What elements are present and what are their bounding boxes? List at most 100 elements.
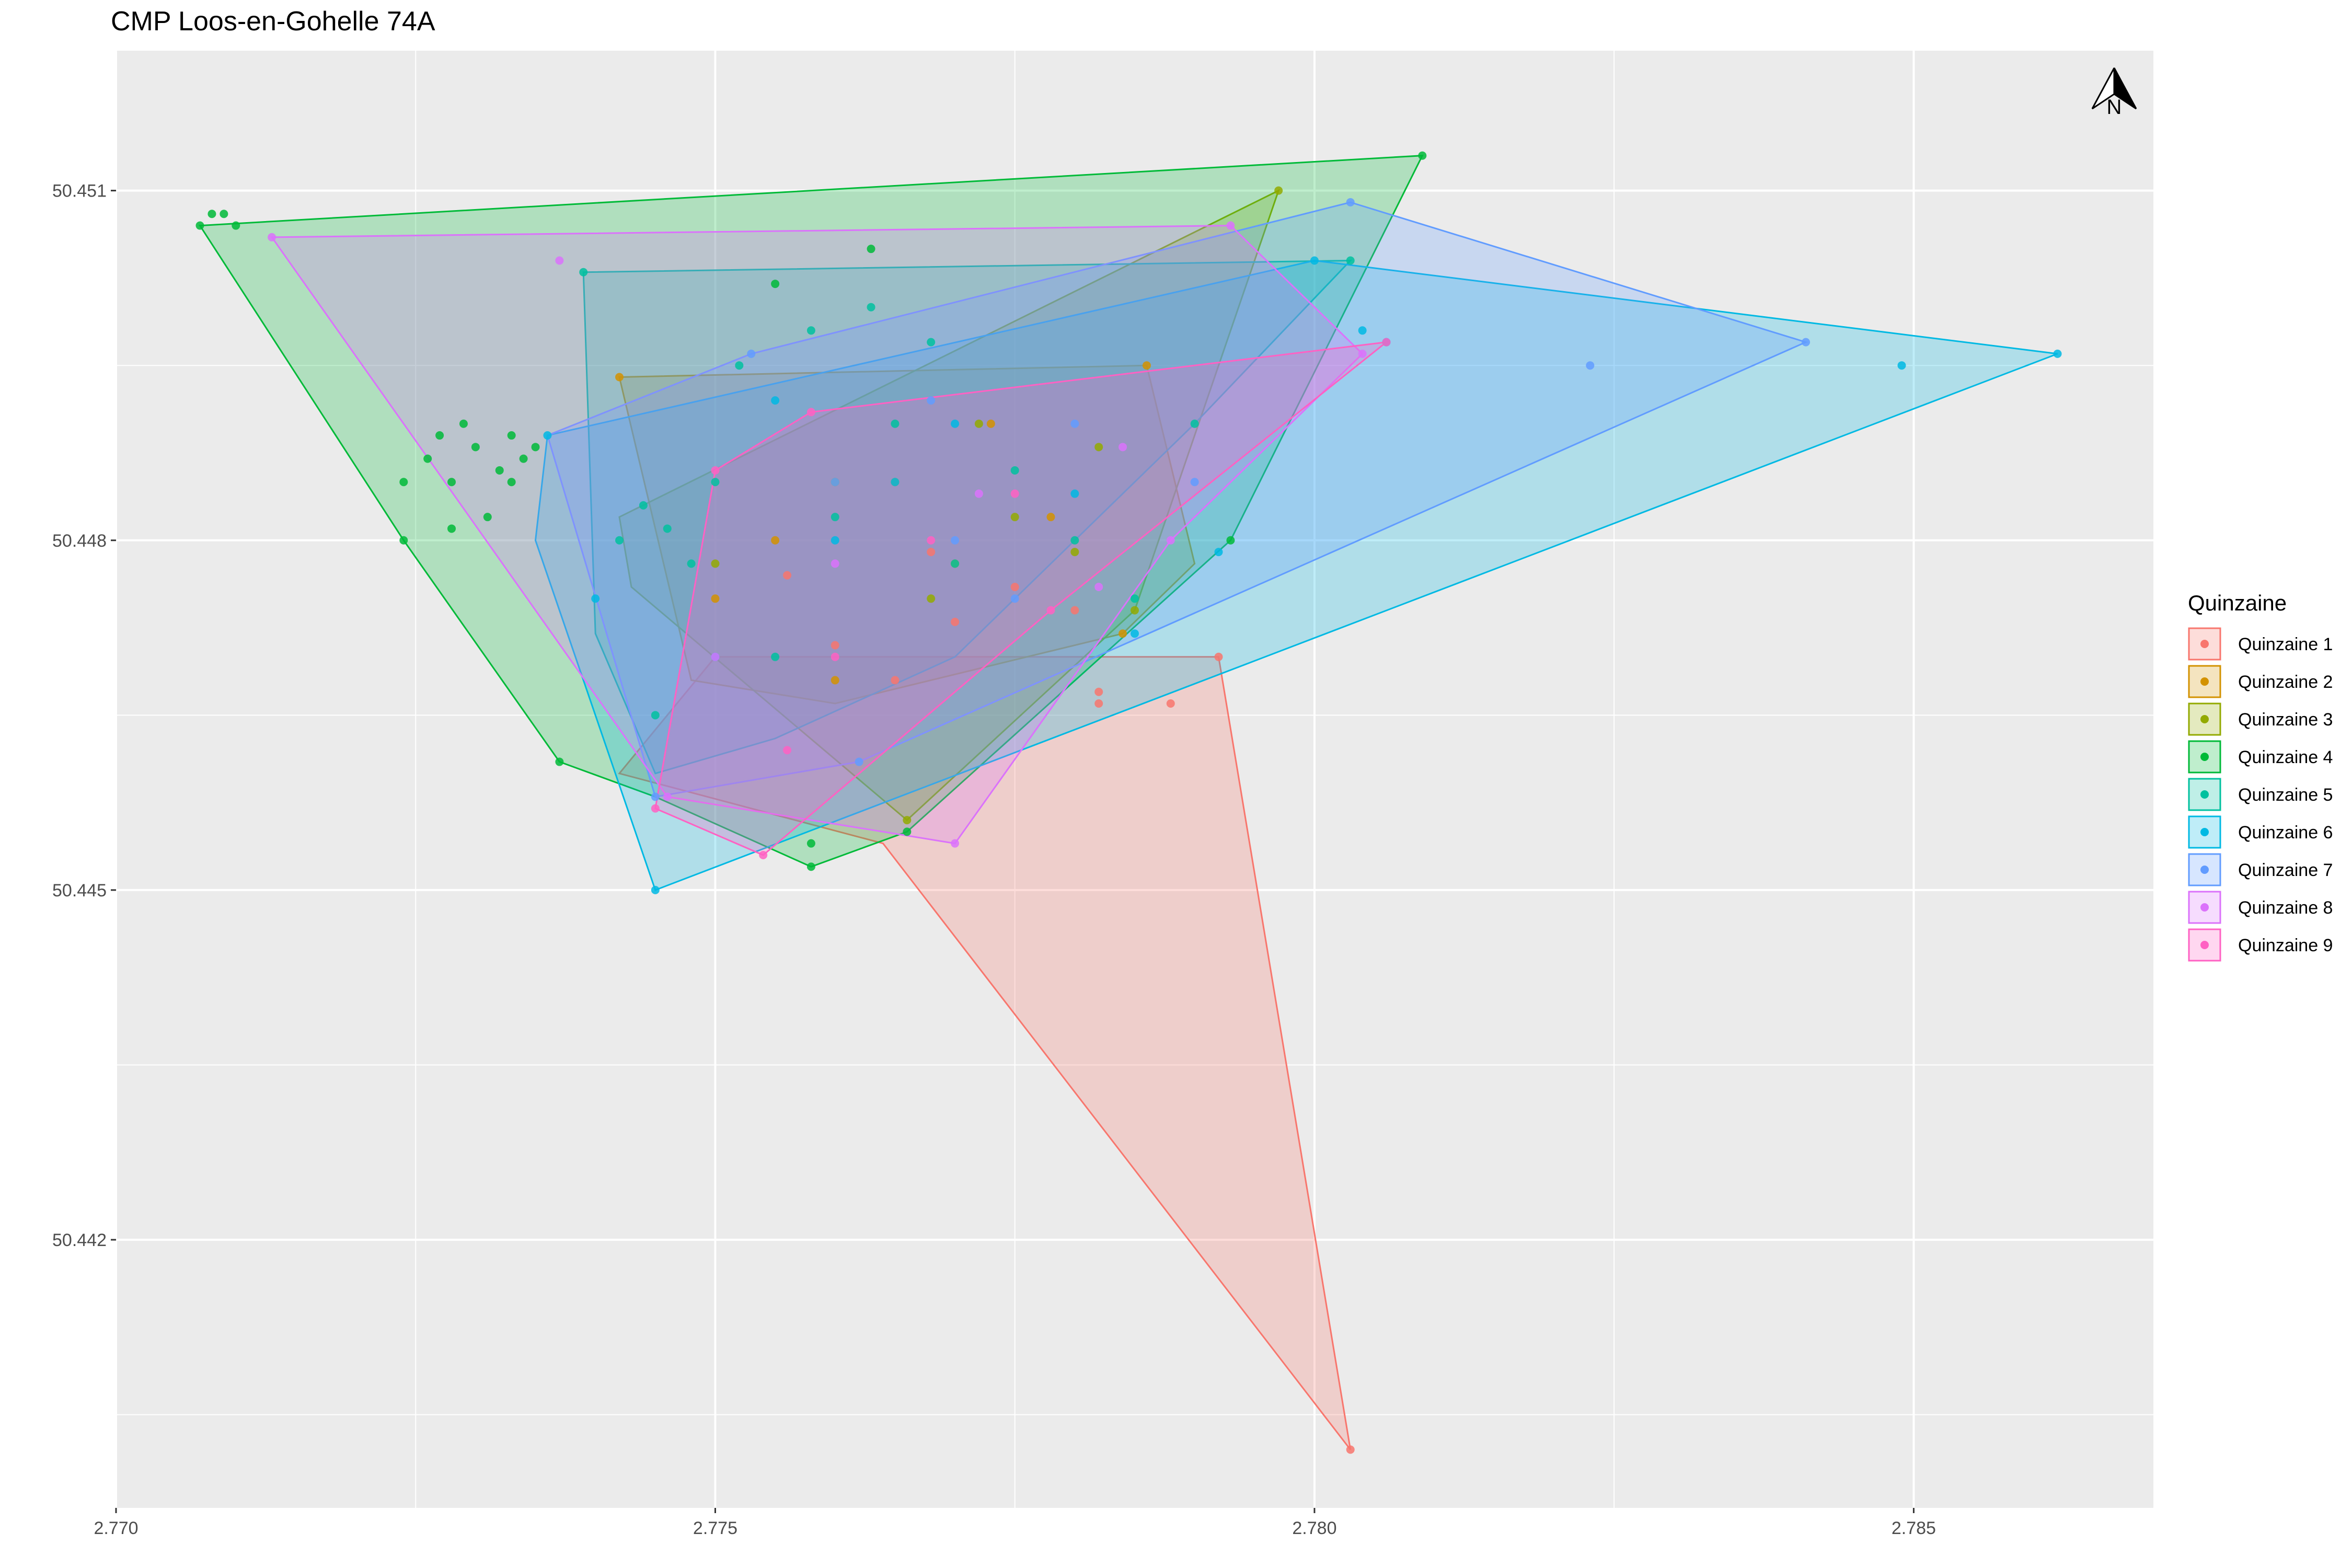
legend-items: Quinzaine 1 Quinzaine 2 Quinzaine 3 Quinzai…: [2188, 627, 2333, 962]
point-quinzaine-5: [1131, 594, 1139, 603]
point-quinzaine-4: [220, 210, 228, 218]
point-quinzaine-7: [1010, 594, 1019, 603]
point-quinzaine-5: [1010, 466, 1019, 475]
point-quinzaine-6: [771, 396, 780, 405]
legend-key-quinzaine-2: [2188, 665, 2221, 698]
point-quinzaine-9: [711, 466, 720, 475]
point-quinzaine-2: [1142, 361, 1151, 370]
point-quinzaine-8: [1166, 536, 1175, 545]
point-quinzaine-8: [555, 256, 564, 265]
point-quinzaine-7: [1070, 419, 1079, 428]
point-quinzaine-3: [1094, 443, 1103, 452]
point-layer: [195, 151, 2062, 1454]
legend-key-dot: [2200, 828, 2209, 836]
point-quinzaine-9: [759, 850, 768, 859]
point-quinzaine-4: [806, 839, 815, 848]
point-quinzaine-2: [1046, 513, 1055, 522]
point-quinzaine-4: [435, 431, 444, 440]
hull-quinzaine-3: [618, 189, 1280, 822]
point-quinzaine-1: [1094, 699, 1103, 708]
point-quinzaine-6: [891, 478, 900, 487]
point-quinzaine-3: [1070, 548, 1079, 557]
y-tick-label: 50.442: [52, 1230, 107, 1250]
point-quinzaine-4: [771, 280, 780, 289]
point-quinzaine-9: [1010, 489, 1019, 498]
point-quinzaine-6: [651, 885, 660, 894]
plot-panel: [116, 51, 2153, 1508]
point-quinzaine-3: [711, 559, 720, 568]
point-quinzaine-4: [195, 221, 204, 230]
hull-quinzaine-1: [618, 656, 1352, 1450]
y-tick-label: 50.451: [52, 181, 107, 201]
point-quinzaine-1: [1070, 606, 1079, 615]
legend-key-quinzaine-4: [2188, 740, 2221, 774]
point-quinzaine-8: [1226, 221, 1235, 230]
point-quinzaine-4: [399, 536, 408, 545]
point-quinzaine-6: [831, 536, 839, 545]
point-quinzaine-5: [579, 268, 588, 276]
point-quinzaine-5: [1190, 419, 1199, 428]
point-quinzaine-6: [543, 431, 552, 440]
point-quinzaine-7: [747, 349, 756, 358]
point-quinzaine-5: [651, 711, 660, 720]
legend-key-dot: [2200, 715, 2209, 723]
point-quinzaine-4: [207, 210, 216, 218]
point-quinzaine-8: [1358, 349, 1367, 358]
point-quinzaine-4: [399, 478, 408, 487]
point-quinzaine-7: [1190, 478, 1199, 487]
point-quinzaine-6: [951, 419, 960, 428]
point-quinzaine-8: [831, 559, 839, 568]
point-quinzaine-1: [783, 571, 792, 580]
point-quinzaine-4: [471, 443, 480, 452]
point-quinzaine-6: [1214, 548, 1223, 557]
point-quinzaine-7: [1346, 198, 1355, 206]
point-quinzaine-6: [1358, 326, 1367, 335]
point-quinzaine-1: [1346, 1445, 1355, 1454]
legend-key-dot: [2200, 753, 2209, 761]
north-arrow-label: N: [2107, 96, 2122, 119]
point-quinzaine-4: [423, 454, 432, 463]
point-quinzaine-5: [663, 524, 672, 533]
point-quinzaine-5: [711, 478, 720, 487]
point-quinzaine-2: [771, 536, 780, 545]
point-quinzaine-9: [1046, 606, 1055, 615]
point-quinzaine-1: [1214, 652, 1223, 661]
point-quinzaine-4: [531, 443, 540, 452]
point-quinzaine-3: [927, 594, 936, 603]
x-axis: 2.770 2.775 2.780 2.785: [94, 1508, 1936, 1538]
point-quinzaine-8: [711, 652, 720, 661]
chart-title: CMP Loos-en-Gohelle 74A: [111, 6, 435, 37]
point-quinzaine-5: [831, 513, 839, 522]
legend-key-quinzaine-9: [2188, 928, 2221, 962]
point-quinzaine-4: [555, 757, 564, 766]
point-quinzaine-8: [951, 839, 960, 848]
point-quinzaine-5: [1070, 536, 1079, 545]
point-quinzaine-8: [1094, 582, 1103, 591]
point-quinzaine-3: [974, 419, 983, 428]
point-quinzaine-4: [495, 466, 504, 475]
point-quinzaine-4: [507, 478, 516, 487]
point-quinzaine-6: [1897, 361, 1906, 370]
point-quinzaine-6: [1070, 489, 1079, 498]
legend-key-dot: [2200, 941, 2209, 949]
y-tick-label: 50.448: [52, 531, 107, 551]
point-quinzaine-1: [927, 548, 936, 557]
point-quinzaine-1: [1166, 699, 1175, 708]
point-quinzaine-4: [507, 431, 516, 440]
point-quinzaine-1: [1094, 687, 1103, 696]
point-quinzaine-9: [927, 536, 936, 545]
point-quinzaine-5: [891, 419, 900, 428]
point-quinzaine-4: [1226, 536, 1235, 545]
point-quinzaine-8: [663, 792, 672, 801]
hull-quinzaine-5: [582, 259, 1353, 775]
legend-label-quinzaine-2: Quinzaine 2: [2238, 672, 2333, 692]
point-quinzaine-8: [974, 489, 983, 498]
point-quinzaine-4: [519, 454, 528, 463]
major-gridlines: [115, 51, 2153, 1508]
legend-label-quinzaine-7: Quinzaine 7: [2238, 860, 2333, 880]
point-quinzaine-5: [927, 338, 936, 347]
legend-label-quinzaine-8: Quinzaine 8: [2238, 898, 2333, 918]
point-quinzaine-4: [483, 513, 492, 522]
point-quinzaine-4: [806, 862, 815, 871]
point-quinzaine-7: [855, 757, 863, 766]
